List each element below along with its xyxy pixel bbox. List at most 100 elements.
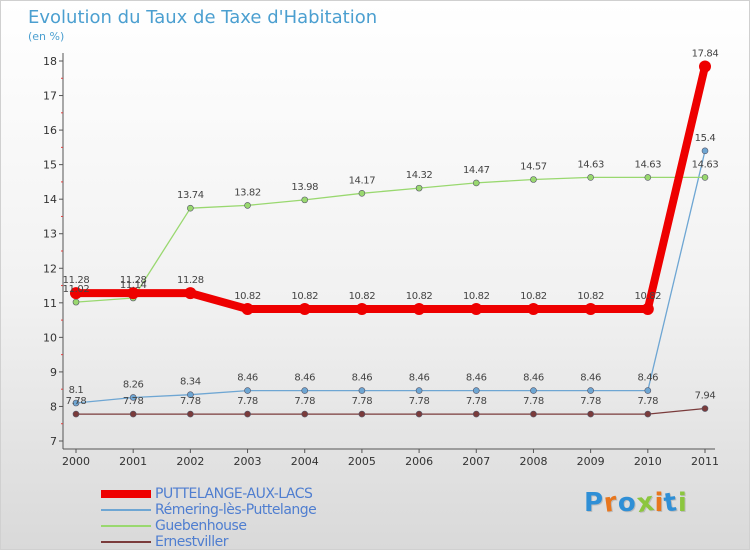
data-point — [244, 410, 251, 418]
proxiti-logo: Proxiti — [584, 486, 688, 520]
data-label: 8.46 — [409, 373, 430, 384]
y-tick-label: 17 — [43, 90, 57, 103]
y-tick-label: 7 — [50, 435, 57, 448]
data-point — [701, 147, 709, 155]
data-label: 7.78 — [409, 396, 430, 407]
data-point — [415, 410, 423, 418]
y-tick-label: 18 — [43, 55, 57, 68]
x-tick-label: 2006 — [405, 455, 433, 468]
data-label: 8.46 — [352, 373, 373, 384]
data-label: 10.82 — [234, 291, 261, 302]
data-point — [641, 303, 654, 316]
data-point — [701, 405, 709, 412]
x-tick-label: 2007 — [462, 455, 490, 468]
data-label: 14.47 — [463, 165, 490, 176]
x-tick-label: 2008 — [519, 455, 547, 468]
data-label: 10.82 — [463, 291, 490, 302]
data-point — [584, 303, 597, 316]
data-point — [358, 190, 366, 197]
data-label: 17.84 — [692, 49, 719, 60]
data-point — [472, 179, 480, 187]
legend-swatch — [101, 541, 151, 543]
data-label: 7.78 — [580, 396, 601, 407]
y-tick-label: 13 — [43, 228, 57, 241]
data-label: 10.82 — [349, 291, 376, 302]
y-tick-label: 12 — [43, 262, 57, 275]
x-tick-label: 2011 — [691, 455, 719, 468]
data-label: 7.78 — [123, 396, 144, 407]
data-point — [72, 399, 80, 407]
legend-label: PUTTELANGE-AUX-LACS — [155, 486, 313, 502]
x-tick-label: 2009 — [577, 455, 605, 468]
data-label: 8.46 — [294, 373, 315, 384]
data-point — [301, 196, 309, 204]
data-label: 14.57 — [520, 161, 547, 172]
data-point — [587, 410, 594, 418]
data-label: 7.78 — [637, 396, 658, 407]
data-point — [587, 174, 594, 181]
series-line-2 — [75, 176, 706, 303]
y-tick-label: 8 — [50, 400, 57, 413]
data-point — [129, 410, 137, 418]
data-point — [530, 410, 537, 418]
data-label: 10.82 — [634, 291, 661, 302]
data-label: 14.63 — [634, 159, 661, 170]
data-point — [701, 174, 709, 181]
y-tick-label: 16 — [43, 124, 57, 137]
data-point — [301, 387, 309, 394]
data-point — [358, 410, 366, 418]
data-label: 14.17 — [349, 175, 376, 186]
data-label: 8.34 — [180, 377, 201, 388]
data-point — [530, 176, 537, 183]
data-label: 8.26 — [123, 379, 144, 390]
data-label: 7.94 — [695, 391, 716, 402]
data-label: 8.46 — [237, 373, 258, 384]
data-point — [129, 394, 137, 401]
data-point — [241, 303, 254, 316]
data-label: 11.28 — [120, 275, 147, 286]
x-tick-label: 2003 — [234, 455, 262, 468]
y-tick-label: 10 — [43, 331, 57, 344]
data-label: 8.46 — [466, 373, 487, 384]
data-label: 8.46 — [523, 373, 544, 384]
chart-title: Evolution du Taux de Taxe d'Habitation — [28, 7, 378, 28]
data-label: 7.78 — [523, 396, 544, 407]
data-point — [70, 287, 82, 300]
data-label: 14.63 — [692, 159, 719, 170]
data-point — [415, 387, 423, 394]
data-point — [244, 387, 251, 394]
data-label: 7.78 — [66, 396, 87, 407]
data-point — [187, 391, 194, 399]
data-label: 10.82 — [577, 291, 604, 302]
data-point — [301, 410, 309, 418]
x-tick-label: 2005 — [348, 455, 376, 468]
data-label: 11.28 — [63, 275, 90, 286]
data-label: 14.63 — [577, 159, 604, 170]
data-point — [355, 303, 368, 316]
x-tick-label: 2010 — [634, 455, 662, 468]
data-point — [184, 287, 197, 300]
x-tick-label: 2000 — [62, 455, 90, 468]
y-tick-label: 15 — [43, 159, 57, 172]
data-label: 8.1 — [69, 385, 84, 396]
chart-unit-subtitle: (en %) — [28, 30, 65, 43]
data-point — [470, 303, 483, 316]
data-label: 8.46 — [637, 373, 658, 384]
legend-swatch — [101, 490, 151, 498]
data-point — [472, 410, 480, 418]
data-point — [413, 303, 426, 316]
data-point — [530, 387, 537, 394]
data-point — [527, 303, 540, 316]
data-point — [187, 204, 194, 212]
x-tick-label: 2001 — [119, 455, 147, 468]
legend-label: Guebenhouse — [155, 518, 247, 534]
y-tick-label: 9 — [50, 366, 57, 379]
data-label: 11.02 — [63, 284, 90, 295]
data-point — [472, 387, 480, 394]
series-line-0 — [72, 62, 709, 313]
legend-label: Rémering-lès-Puttelange — [155, 502, 317, 518]
data-label: 13.74 — [177, 190, 204, 201]
data-point — [587, 387, 594, 394]
data-label: 13.98 — [291, 182, 318, 193]
